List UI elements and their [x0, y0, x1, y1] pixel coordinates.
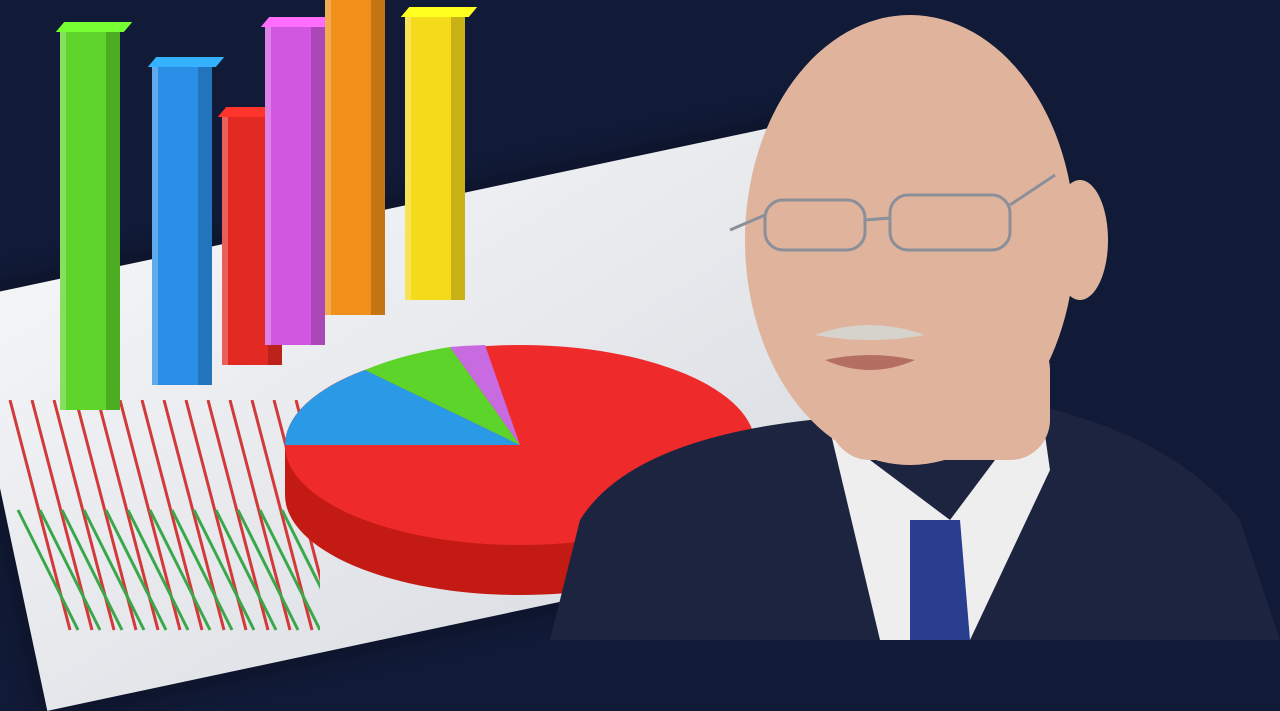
ear: [1052, 180, 1108, 300]
mouth: [825, 355, 915, 370]
tie: [910, 520, 970, 640]
thumbnail-image: [0, 0, 1280, 640]
print-bar-line: [236, 509, 300, 631]
print-bar-line: [82, 509, 146, 631]
print-bar-line: [126, 509, 190, 631]
head: [745, 15, 1075, 465]
bar-6: [405, 15, 465, 300]
bar-2: [152, 65, 212, 385]
print-bar-line: [214, 509, 278, 631]
bar-1: [60, 30, 120, 410]
print-bar-line: [280, 509, 320, 590]
print-bar-line: [148, 509, 212, 631]
pie-slice-green: [365, 347, 520, 445]
bar-5: [325, 0, 385, 315]
3d-bar-chart: [60, 0, 480, 410]
print-bar-line: [60, 509, 124, 631]
print-bar-line: [16, 509, 80, 631]
print-bar-line: [170, 509, 234, 631]
mustache: [815, 325, 925, 340]
bar-4: [265, 25, 325, 345]
print-bar-line: [192, 509, 256, 631]
pie-slice-purple: [450, 345, 520, 445]
portrait-man: [550, 15, 1280, 640]
print-bar-line: [38, 509, 102, 631]
print-bar-line: [104, 509, 168, 631]
print-bar-line: [258, 509, 320, 631]
glasses-icon: [729, 173, 1056, 252]
pie-slice-blue: [285, 370, 520, 445]
